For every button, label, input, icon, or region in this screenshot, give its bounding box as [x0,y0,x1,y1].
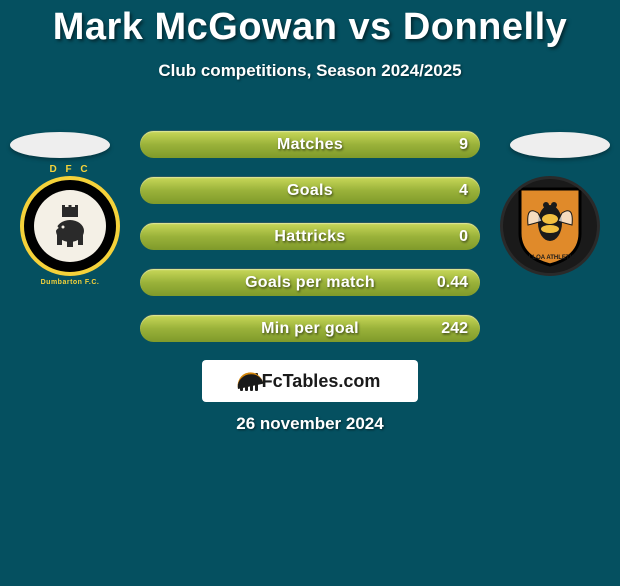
stat-value: 9 [459,131,468,159]
player-photo-left [10,132,110,158]
stat-label: Hattricks [140,223,480,251]
elephant-castle-icon [47,203,93,249]
brand-box[interactable]: FcTables.com [202,360,418,402]
player-photo-right [510,132,610,158]
club-badge-right: ALLOA ATHLETIC [500,176,600,276]
stat-bar-mpg: Min per goal 242 [140,314,480,342]
date-text: 26 november 2024 [0,414,620,434]
badge-left-initials: D F C [20,164,120,175]
stat-label: Matches [140,131,480,159]
page-title: Mark McGowan vs Donnelly [0,6,620,49]
subtitle: Club competitions, Season 2024/2025 [0,61,620,81]
stat-bar-hattricks: Hattricks 0 [140,222,480,250]
stat-value: 0.44 [437,269,468,297]
stat-rows: Matches 9 Goals 4 Hattricks 0 Goals per … [140,130,480,360]
stat-label: Goals per match [140,269,480,297]
svg-text:ALLOA ATHLETIC: ALLOA ATHLETIC [524,255,576,261]
stat-label: Min per goal [140,315,480,343]
stat-value: 4 [459,177,468,205]
stat-bar-matches: Matches 9 [140,130,480,158]
club-badge-left: D F C Dumbarton F.C. [20,176,120,276]
stat-value: 0 [459,223,468,251]
badge-left-name: Dumbarton F.C. [20,279,120,286]
wasp-shield-icon: ALLOA ATHLETIC [512,183,588,269]
brand-text: FcTables.com [262,371,381,392]
stat-bar-gpm: Goals per match 0.44 [140,268,480,296]
brand-chart-icon [240,371,258,391]
stat-bar-goals: Goals 4 [140,176,480,204]
stat-label: Goals [140,177,480,205]
stat-value: 242 [441,315,468,343]
